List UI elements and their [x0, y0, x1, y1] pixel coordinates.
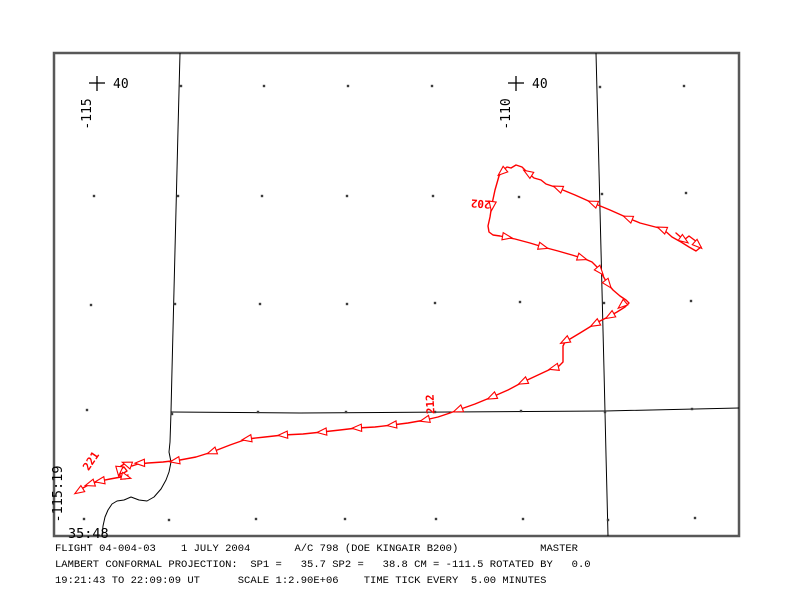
graticule-cross — [89, 76, 105, 91]
graticule-dot — [598, 85, 602, 89]
graticule-dot — [682, 84, 686, 88]
time-tick-arrow-icon — [655, 226, 669, 236]
cross-longitude-label: -115 — [80, 98, 95, 129]
time-tick-arrow-icon — [119, 471, 133, 480]
graticule-dot — [693, 516, 697, 520]
graticule-dot — [89, 303, 93, 307]
time-tick-arrow-icon — [205, 446, 219, 455]
time-tick-arrow-icon — [621, 215, 635, 224]
time-tick-arrow-icon — [73, 484, 86, 495]
graticule-dot — [82, 517, 86, 521]
graticule-dots — [82, 84, 697, 522]
graticule-dot — [173, 302, 177, 306]
time-tick-arrow-icon — [120, 461, 134, 470]
corner-longitude-label: -115:19 — [50, 466, 66, 523]
graticule-dot — [344, 410, 348, 414]
time-tick-arrow-icon — [586, 200, 600, 209]
time-tick-arrow-icon — [522, 169, 535, 180]
time-tick-arrow-icon — [83, 478, 97, 487]
time-tick-arrow-icon — [536, 241, 550, 250]
graticule-dot — [433, 410, 437, 414]
graticule-dot — [345, 194, 349, 198]
graticule-dot — [92, 194, 96, 198]
graticule-dot — [518, 300, 522, 304]
footer-projection-info: LAMBERT CONFORMAL PROJECTION: SP1 = 35.7… — [55, 559, 591, 571]
graticule-dot — [258, 302, 262, 306]
graticule-dot — [262, 84, 266, 88]
time-tick-arrows — [73, 165, 703, 495]
time-tick-arrow-icon — [451, 404, 465, 413]
graticule-dot — [602, 301, 606, 305]
graticule-cross — [508, 76, 524, 91]
time-tick-arrow-icon — [168, 455, 181, 465]
graticule-dot — [167, 518, 171, 522]
time-tick-arrow-icon — [240, 433, 253, 443]
plot-frame — [52, 51, 741, 538]
footer-flight-info: FLIGHT 04-004-03 1 JULY 2004 A/C 798 (DO… — [55, 543, 578, 555]
graticule-dot — [260, 194, 264, 198]
utah-colorado-arizona-newmexico-border — [595, 52, 609, 537]
graticule-dot — [519, 409, 523, 413]
graticule-dot — [689, 299, 693, 303]
track-time-label: 221 — [80, 449, 102, 473]
graticule-dot — [256, 410, 260, 414]
graticule-dot — [684, 191, 688, 195]
time-tick-arrow-icon — [551, 185, 565, 195]
time-tick-arrow-icon — [350, 423, 363, 433]
time-tick-arrow-icon — [547, 362, 561, 371]
flight-track-line — [77, 164, 702, 493]
time-tick-arrow-icon — [488, 200, 498, 213]
graticule-dot — [430, 84, 434, 88]
time-tick-arrow-icon — [517, 375, 530, 385]
time-tick-arrow-icon — [616, 298, 629, 310]
nevada-utah-arizona-border — [101, 52, 181, 537]
graticule-dot — [254, 517, 258, 521]
cross-longitude-label: -110 — [499, 98, 514, 129]
graticule-dot — [345, 302, 349, 306]
time-tick-arrow-icon — [559, 334, 572, 345]
time-tick-arrow-icon — [593, 264, 605, 277]
cross-latitude-label: 40 — [113, 77, 129, 92]
graticule-dot — [517, 195, 521, 199]
time-tick-arrow-icon — [589, 317, 602, 328]
time-tick-arrow-icon — [133, 458, 146, 468]
time-tick-arrow-icon — [601, 277, 613, 290]
corner-latitude-label: 35:48 — [68, 526, 109, 542]
time-tick-arrow-icon — [315, 427, 328, 436]
graticule-dot — [85, 408, 89, 412]
time-tick-arrow-icon — [496, 165, 509, 177]
time-tick-arrow-icon — [93, 475, 106, 485]
graticule-dot — [176, 194, 180, 198]
time-tick-arrow-icon — [575, 252, 589, 261]
track-time-label: 202 — [470, 196, 491, 210]
time-tick-arrow-icon — [604, 309, 617, 320]
time-tick-arrow-icon — [276, 430, 289, 440]
track-time-label: 212 — [423, 394, 437, 415]
time-tick-arrow-icon — [486, 390, 499, 400]
graticule-dot — [179, 84, 183, 88]
time-tick-arrow-icon — [691, 238, 703, 250]
graticule-dot — [521, 517, 525, 521]
graticule-dot — [431, 194, 435, 198]
time-tick-arrow-icon — [385, 420, 398, 429]
time-tick-arrow-icon — [115, 465, 124, 478]
graticule-dot — [434, 517, 438, 521]
time-tick-arrow-icon — [501, 231, 514, 241]
graticule-dot — [343, 517, 347, 521]
graticule-dot — [346, 84, 350, 88]
cross-latitude-label: 40 — [532, 77, 548, 92]
graticule-dot — [600, 192, 604, 196]
time-tick-arrow-icon — [418, 414, 431, 424]
graticule-dot — [690, 407, 694, 411]
graticule-dot — [606, 518, 610, 522]
graticule-dot — [603, 410, 607, 414]
footer-time-scale-info: 19:21:43 TO 22:09:09 UT SCALE 1:2.90E+06… — [55, 575, 547, 587]
graticule-dot — [170, 412, 174, 416]
time-tick-arrow-icon — [677, 233, 690, 244]
graticule-dot — [433, 301, 437, 305]
